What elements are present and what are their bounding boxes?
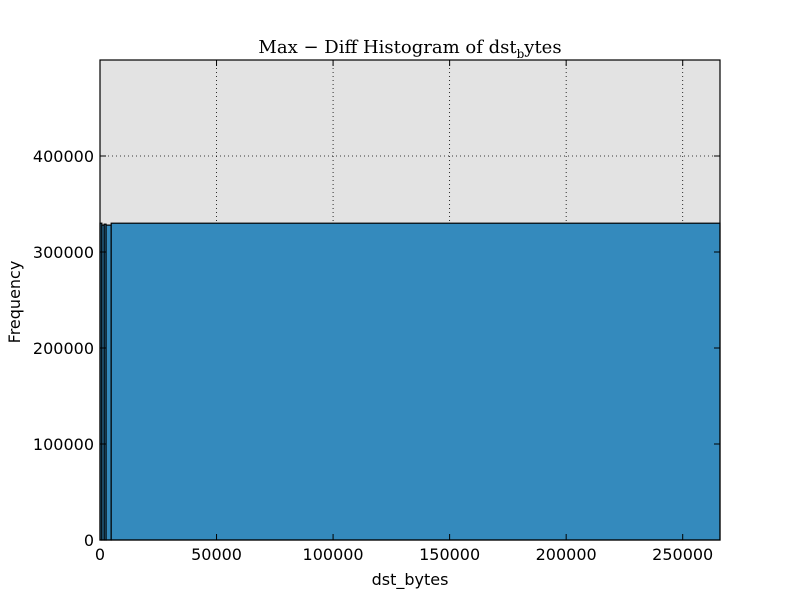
y-tick-label-0: 0 — [84, 531, 94, 550]
x-tick-label-0: 0 — [95, 545, 105, 564]
x-tick-label-2: 100000 — [303, 545, 364, 564]
x-tick-label-5: 250000 — [652, 545, 713, 564]
histogram-bars — [99, 222, 721, 541]
y-axis-label: Frequency — [5, 261, 24, 344]
y-tick-label-4: 400000 — [33, 147, 94, 166]
axis-ticks — [99, 60, 720, 541]
y-tick-label-2: 200000 — [33, 339, 94, 358]
y-tick-label-3: 300000 — [33, 243, 94, 262]
y-tick-labels: 0 100000 200000 300000 400000 — [33, 147, 94, 550]
plot-frame — [99, 59, 721, 541]
chart-title: Max − Diff Histogram of dstbytes — [258, 37, 561, 61]
x-tick-label-4: 200000 — [536, 545, 597, 564]
x-axis-label: dst_bytes — [372, 570, 449, 590]
histogram-bar-3 — [105, 224, 112, 541]
x-tick-label-3: 150000 — [419, 545, 480, 564]
x-tick-label-1: 50000 — [191, 545, 242, 564]
y-tick-label-1: 100000 — [33, 435, 94, 454]
x-tick-labels: 0 50000 100000 150000 200000 250000 — [95, 545, 713, 564]
histogram-bar-4 — [110, 222, 721, 541]
